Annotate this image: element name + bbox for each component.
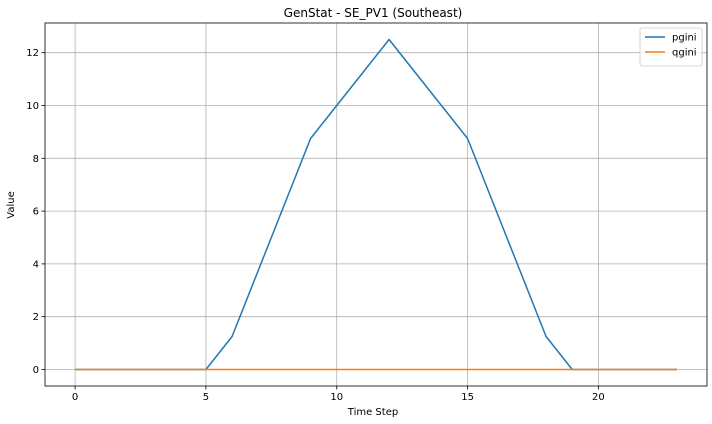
x-tick-label: 20	[592, 392, 605, 403]
x-tick-label: 10	[330, 392, 343, 403]
legend-label: qgini	[672, 48, 697, 59]
plot-area-frame	[44, 22, 708, 387]
y-tick-label: 6	[33, 207, 39, 218]
y-tick-label: 10	[26, 101, 39, 112]
grid	[45, 23, 707, 386]
x-tick-label: 5	[203, 392, 209, 403]
x-axis-ticks: 0 5 10 15 20	[72, 386, 605, 403]
x-axis-label: Time Step	[347, 407, 398, 418]
y-tick-label: 8	[33, 154, 39, 165]
chart-title: GenStat - SE_PV1 (Southeast)	[284, 6, 463, 20]
y-tick-label: 12	[26, 48, 39, 59]
y-tick-label: 0	[33, 365, 39, 376]
legend-label: pgini	[672, 33, 697, 44]
series-lines	[75, 38, 677, 371]
y-axis-label: Value	[6, 191, 17, 218]
y-tick-label: 4	[33, 259, 39, 270]
y-axis-ticks: 0 2 4 6 8 10 12	[26, 48, 45, 376]
x-tick-label: 0	[72, 392, 78, 403]
x-tick-label: 15	[461, 392, 474, 403]
series-line-pgini	[75, 38, 677, 371]
y-tick-label: 2	[33, 312, 39, 323]
legend: pgini qgini	[639, 27, 703, 67]
